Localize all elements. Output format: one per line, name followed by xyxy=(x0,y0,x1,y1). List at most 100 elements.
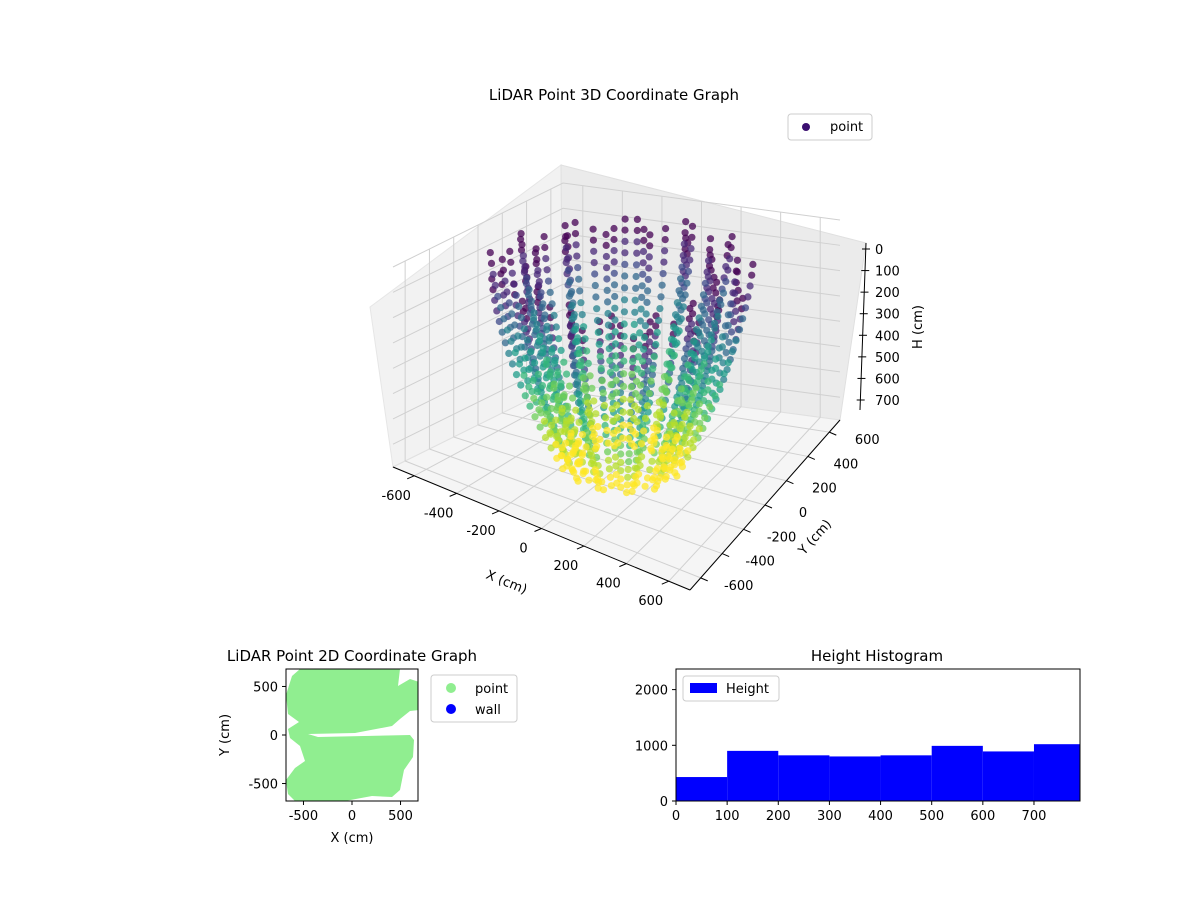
cloud-point xyxy=(521,392,529,400)
cloud-point xyxy=(630,320,638,328)
cloud-point xyxy=(633,226,641,235)
cloud-point xyxy=(552,323,560,331)
cloud-point xyxy=(634,353,642,361)
cloud-point xyxy=(671,456,679,464)
x-ticks-2d: -500 0 500 xyxy=(289,801,413,824)
cloud-point xyxy=(592,293,600,301)
cloud-point xyxy=(620,345,628,353)
cloud-point xyxy=(619,382,628,390)
cloud-point xyxy=(540,417,549,425)
z-tick-label: 500 xyxy=(875,351,900,366)
cloud-point xyxy=(661,236,669,244)
cloud-point xyxy=(682,218,690,226)
cloud-point xyxy=(588,384,596,392)
cloud-point xyxy=(676,450,684,458)
cloud-point xyxy=(645,264,653,272)
cloud-point xyxy=(705,257,713,265)
cloud-point xyxy=(543,410,551,418)
cloud-point xyxy=(560,358,568,366)
y-tick-mark xyxy=(807,455,816,460)
z-tick-label: 400 xyxy=(875,329,900,344)
cloud-point xyxy=(748,271,756,279)
cloud-point xyxy=(630,333,638,341)
cloud-point xyxy=(646,242,654,250)
cloud-point xyxy=(610,235,618,244)
cloud-point xyxy=(589,236,598,244)
cloud-point xyxy=(503,288,511,296)
cloud-point xyxy=(619,395,627,403)
cloud-point xyxy=(658,385,666,393)
cloud-point xyxy=(670,409,678,417)
cloud-point xyxy=(519,257,527,265)
cloud-point xyxy=(660,373,669,381)
x-tick-mark xyxy=(534,528,542,532)
cloud-point xyxy=(590,259,598,267)
cloud-point xyxy=(739,315,747,323)
cloud-point xyxy=(677,275,685,283)
cloud-point xyxy=(621,249,629,257)
cloud-point xyxy=(531,359,539,367)
x-tick-mark xyxy=(619,563,627,568)
cloud-point xyxy=(652,322,660,330)
cloud-point xyxy=(487,259,496,267)
cloud-point xyxy=(535,406,543,414)
cloud-point xyxy=(620,357,628,365)
x-ticks-3d: -600 -400 -200 0 200 400 600 xyxy=(381,475,669,609)
cloud-point xyxy=(511,321,519,329)
cloud-point xyxy=(687,245,695,253)
cloud-point xyxy=(603,264,611,272)
x-ticks-histogram: 0 100 200 300 400 500 600 700 xyxy=(672,801,1046,824)
cloud-point xyxy=(612,462,620,470)
histogram-bar xyxy=(931,745,983,801)
cloud-point xyxy=(681,291,689,299)
cloud-point xyxy=(632,390,640,398)
cloud-point xyxy=(521,263,529,271)
cloud-point xyxy=(582,386,590,395)
histogram-bar xyxy=(880,755,932,801)
cloud-point xyxy=(726,255,734,263)
cloud-point xyxy=(679,251,687,260)
cloud-point xyxy=(640,225,648,233)
cloud-point xyxy=(691,418,699,426)
cloud-point xyxy=(704,342,712,350)
x-tick-label: 0 xyxy=(672,809,680,824)
cloud-point xyxy=(686,422,694,430)
cloud-point xyxy=(547,405,555,413)
y-tick-mark xyxy=(829,431,837,436)
cloud-point xyxy=(648,457,656,465)
cloud-point xyxy=(541,311,549,319)
legend-2d-marker-point xyxy=(446,683,456,693)
plot-frame-histogram xyxy=(675,668,1081,802)
cloud-point xyxy=(697,302,706,310)
cloud-point xyxy=(602,252,611,261)
cloud-point xyxy=(679,303,688,311)
cloud-point xyxy=(566,321,574,330)
cloud-point xyxy=(656,305,664,313)
cloud-point xyxy=(687,349,695,357)
cloud-point xyxy=(729,289,737,297)
cloud-point xyxy=(727,300,735,308)
cloud-point xyxy=(521,354,529,362)
cloud-point xyxy=(705,316,713,324)
cloud-point xyxy=(553,432,561,441)
cloud-point xyxy=(586,412,594,420)
cloud-point xyxy=(508,310,516,318)
cloud-point xyxy=(638,293,646,301)
grid-line xyxy=(392,182,841,268)
cloud-point xyxy=(598,377,606,385)
cloud-point xyxy=(585,405,594,414)
cloud-point xyxy=(552,416,560,424)
cloud-point xyxy=(678,420,686,429)
cloud-point xyxy=(629,358,637,366)
cloud-point xyxy=(652,482,661,490)
y-tick-label: 0 xyxy=(799,506,807,521)
cloud-point xyxy=(673,299,682,307)
cloud-point xyxy=(621,237,629,245)
x-axis-label-3d: X (cm) xyxy=(484,568,529,598)
cloud-point xyxy=(681,433,689,441)
y-tick-label: 500 xyxy=(253,680,278,695)
cloud-point xyxy=(597,364,605,373)
cloud-point xyxy=(600,401,609,409)
cloud-point xyxy=(657,293,665,301)
cloud-point xyxy=(539,300,547,308)
